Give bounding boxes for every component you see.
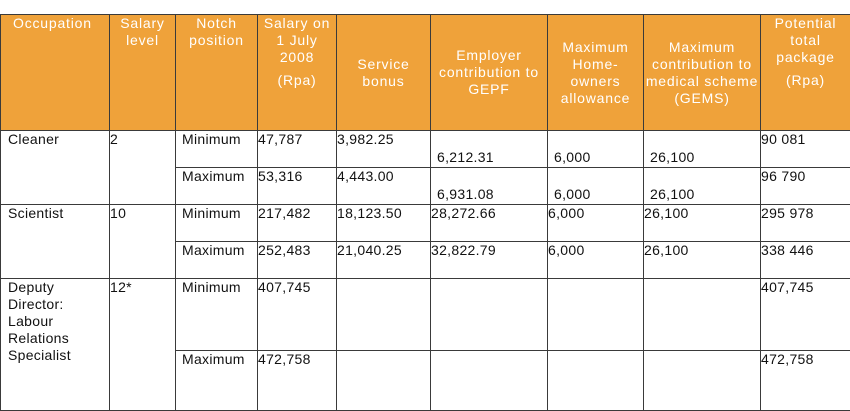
table-row: Maximum 472,758 472,758: [1, 350, 850, 411]
salary-cell: 217,482: [257, 204, 337, 242]
medical-cell: [643, 350, 761, 411]
notch-cell: Maximum: [175, 241, 258, 279]
home-allowance-cell: [547, 278, 644, 351]
bonus-cell: [336, 278, 431, 351]
salary-cell: 407,745: [257, 278, 337, 351]
table-header-row: Occupation Salary level Notch position S…: [0, 14, 850, 131]
header-occupation: Occupation: [0, 14, 110, 131]
bonus-cell: 4,443.00: [336, 167, 431, 205]
salary-level-cell: 2: [109, 130, 176, 205]
notch-cell: Maximum: [175, 350, 258, 411]
medical-cell: 26,100: [643, 130, 761, 168]
gepf-cell: 28,272.66: [430, 204, 548, 242]
header-service-bonus: Service bonus: [336, 14, 431, 131]
bonus-cell: [336, 350, 431, 411]
occupation-cell: Scientist: [0, 204, 110, 279]
salary-cell: 53,316: [257, 167, 337, 205]
salary-level-cell: 10: [109, 204, 176, 279]
medical-cell: 26,100: [643, 241, 761, 279]
header-notch-position: Notch position: [175, 14, 258, 131]
salary-cell: 47,787: [257, 130, 337, 168]
header-salary-level: Salary level: [109, 14, 176, 131]
header-potential-total: Potential total package (Rpa): [760, 14, 850, 131]
total-cell: 472,758: [760, 350, 850, 411]
notch-cell: Maximum: [175, 167, 258, 205]
gepf-cell: 6,931.08: [430, 167, 548, 205]
bonus-cell: 21,040.25: [336, 241, 431, 279]
salary-cell: 252,483: [257, 241, 337, 279]
header-home-owners-allowance: Maximum Home-owners allowance: [547, 14, 644, 131]
medical-cell: 26,100: [643, 204, 761, 242]
bonus-cell: 18,123.50: [336, 204, 431, 242]
total-cell: 295 978: [760, 204, 850, 242]
table-row: Deputy Director: Labour Relations Specia…: [0, 278, 850, 411]
salary-cell: 472,758: [257, 350, 337, 411]
gepf-cell: 32,822.79: [430, 241, 548, 279]
header-potential-total-label: Potential total package: [774, 15, 837, 65]
header-salary-2008: Salary on 1 July 2008 (Rpa): [257, 14, 337, 131]
home-allowance-cell: 6,000: [547, 167, 644, 205]
home-allowance-cell: [547, 350, 644, 411]
occupation-cell: Deputy Director: Labour Relations Specia…: [0, 278, 110, 411]
header-employer-contribution: Employer contribution to GEPF: [430, 14, 548, 131]
home-allowance-cell: 6,000: [547, 130, 644, 168]
notch-cell: Minimum: [175, 278, 258, 351]
occupation-cell: Cleaner: [0, 130, 110, 205]
table-row: Cleaner 2 Minimum 47,787 3,982.25 6,212.…: [0, 130, 850, 205]
header-potential-total-unit: (Rpa): [785, 72, 825, 88]
home-allowance-cell: 6,000: [547, 241, 644, 279]
total-cell: 90 081: [760, 130, 850, 168]
gepf-cell: [430, 350, 548, 411]
bonus-cell: 3,982.25: [336, 130, 431, 168]
notch-cell: Minimum: [175, 204, 258, 242]
total-cell: 96 790: [760, 167, 850, 205]
gepf-cell: [430, 278, 548, 351]
medical-cell: [643, 278, 761, 351]
header-medical-scheme: Maximum contribution to medical scheme (…: [643, 14, 761, 131]
home-allowance-cell: 6,000: [547, 204, 644, 242]
notch-cell: Minimum: [175, 130, 258, 168]
gepf-cell: 6,212.31: [430, 130, 548, 168]
salary-level-cell: 12*: [109, 278, 176, 411]
salary-table: Occupation Salary level Notch position S…: [0, 14, 850, 411]
medical-cell: 26,100: [643, 167, 761, 205]
table-row: Scientist 10 Minimum 217,482 18,123.50 2…: [0, 204, 850, 279]
header-salary-2008-unit: (Rpa): [277, 72, 317, 88]
total-cell: 407,745: [760, 278, 850, 351]
table-row: Maximum 252,483 21,040.25 32,822.79 6,00…: [1, 241, 850, 279]
salary-table-container: Occupation Salary level Notch position S…: [0, 14, 850, 411]
header-salary-2008-label: Salary on 1 July 2008: [263, 15, 331, 65]
table-row: Maximum 53,316 4,443.00 6,931.08 6,000 2…: [1, 167, 850, 205]
total-cell: 338 446: [760, 241, 850, 279]
